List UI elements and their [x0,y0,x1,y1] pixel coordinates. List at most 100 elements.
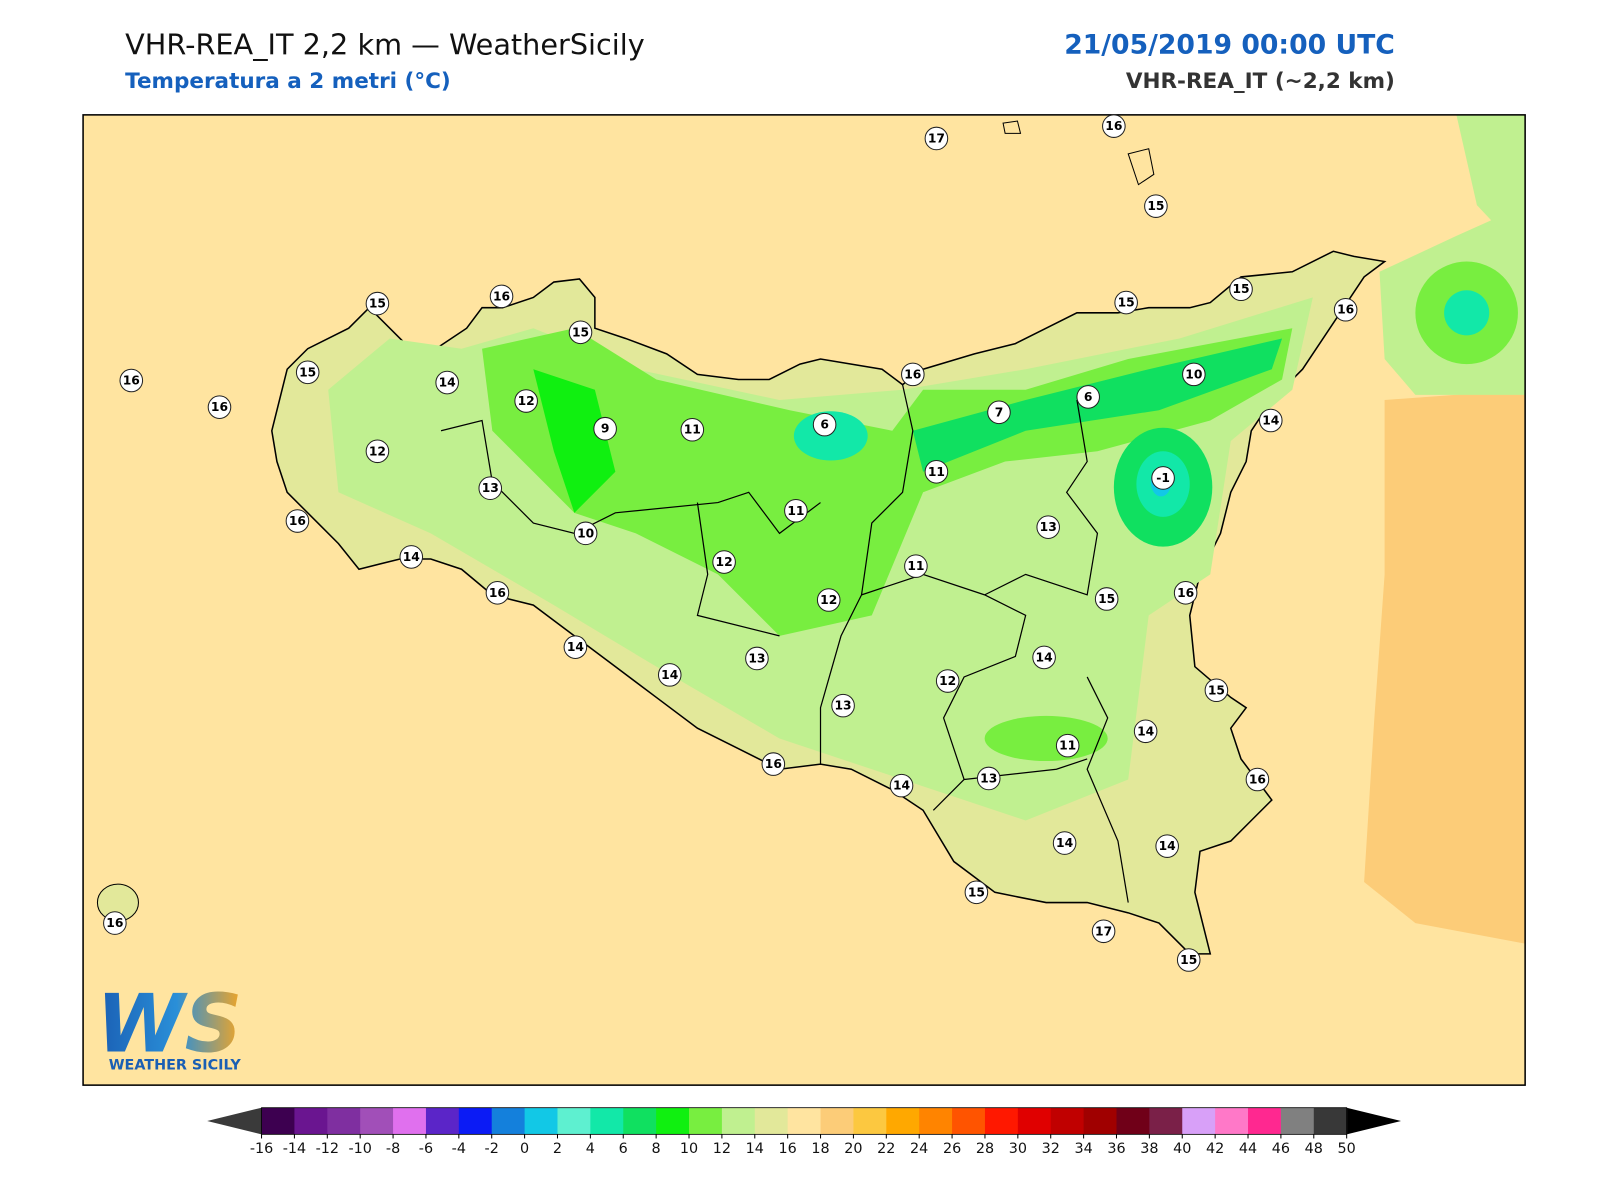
station-value: 14 [1036,650,1053,664]
lipari [1127,148,1155,186]
station-value: 13 [980,771,997,785]
colorbar-swatch [623,1107,657,1135]
station: 12 [935,669,960,693]
colorbar: -16 -14 -12 -10 -8 -6 -4 -2 0 2 4 6 8 10 12 14 16 18 20 22 2… [207,1107,1402,1157]
colorbar-swatch [820,1107,854,1135]
colorbar-swatch [557,1107,591,1135]
station-value: 14 [439,376,456,390]
colorbar-swatch [754,1107,789,1135]
station: 9 [593,416,617,441]
colorbar-tick-label: -12 [316,1141,339,1157]
colorbar-tick-label: 24 [910,1141,928,1157]
colorbar-swatch [590,1107,624,1135]
station-marker [712,550,736,574]
station: 14 [399,545,424,569]
station-marker [1114,290,1138,315]
station-value: 15 [1232,282,1249,296]
station-marker [812,412,837,437]
station-marker [924,460,949,484]
station-value: 14 [1159,839,1176,853]
colorbar-frame [261,1107,1348,1135]
station-marker [987,400,1011,425]
station-marker [485,581,510,605]
station: 16 [119,368,144,393]
colorbar-swatch [1050,1107,1085,1135]
colorbar-tick-label: 48 [1305,1141,1323,1157]
colorbar-swatch [689,1107,723,1135]
colorbar-swatch [425,1107,460,1135]
station: 17 [924,126,949,151]
colorbar-tick-label: -10 [348,1141,371,1157]
station: 17 [1091,919,1116,944]
station-marker [1151,466,1175,490]
station: 16 [485,581,510,605]
colorbar-swatch [261,1107,295,1135]
model: VHR-REA_IT (~2,2 km) [1126,69,1395,94]
station-marker [593,416,617,441]
station-value: 16 [289,514,306,528]
station: 13 [745,646,769,671]
colorbar-tick-label: 26 [943,1141,961,1157]
station-value: 13 [835,699,852,713]
station: 15 [295,360,320,385]
station-value: 14 [661,668,678,682]
station-value: 16 [1105,119,1122,133]
station-value: 17 [1095,924,1112,938]
station: 16 [207,395,232,419]
colorbar-swatch [952,1107,986,1135]
logo-mark: WS [96,977,242,1070]
station: 10 [1182,362,1206,387]
station-value: 14 [1137,724,1154,738]
colorbar-swatch [1313,1107,1348,1135]
station-value: 12 [369,444,386,458]
station: 15 [1144,194,1168,218]
station: 13 [478,476,503,500]
colorbar-over [1346,1107,1402,1135]
station-value: 7 [995,405,1004,419]
station-marker [1036,515,1060,539]
colorbar-swatch [853,1107,887,1135]
station-marker [904,554,928,578]
title: VHR-REA_IT 2,2 km — WeatherSicily [125,27,645,61]
colorbar-tick-label: 16 [779,1141,797,1157]
station: 11 [924,460,949,484]
colorbar-tick-label: 4 [586,1141,595,1157]
station-value: 12 [716,555,733,569]
station: 16 [285,509,310,533]
station-value: 14 [893,779,910,793]
station-value: 6 [1084,390,1093,404]
cold-area [1444,290,1490,336]
station-value: 16 [211,400,228,414]
station: 12 [712,550,736,574]
colorbar-swatch [360,1107,394,1135]
station-marker [1032,645,1056,670]
station-value: 12 [820,593,837,607]
station-value: 10 [577,526,594,540]
colorbar-swatch [1215,1107,1249,1135]
colorbar-tick-label: 12 [713,1141,731,1157]
station-marker [1176,948,1201,972]
station-marker [816,588,841,612]
logo-text: WEATHER SICILY [109,1058,242,1074]
station-marker [568,320,593,345]
station: 15 [1204,678,1229,703]
colorbar-tick-label: 30 [1009,1141,1027,1157]
station: 16 [1173,581,1198,605]
station: 13 [976,766,1001,791]
station-value: 11 [928,465,945,479]
colorbar-tick-label: -14 [283,1141,306,1157]
colorbar-swatch [984,1107,1019,1135]
station-marker [365,291,390,316]
station-value: 15 [1118,296,1135,310]
colorbar-tick-label: 0 [520,1141,529,1157]
colorbar-tick-label: 10 [680,1141,698,1157]
station-marker [1155,834,1179,858]
station-value: 15 [1208,683,1225,697]
station: 15 [1176,948,1201,972]
station-marker [1094,587,1119,611]
colorbar-swatch [491,1107,526,1135]
station-marker [1076,385,1100,409]
station-marker [285,509,310,533]
station-marker [901,362,925,387]
